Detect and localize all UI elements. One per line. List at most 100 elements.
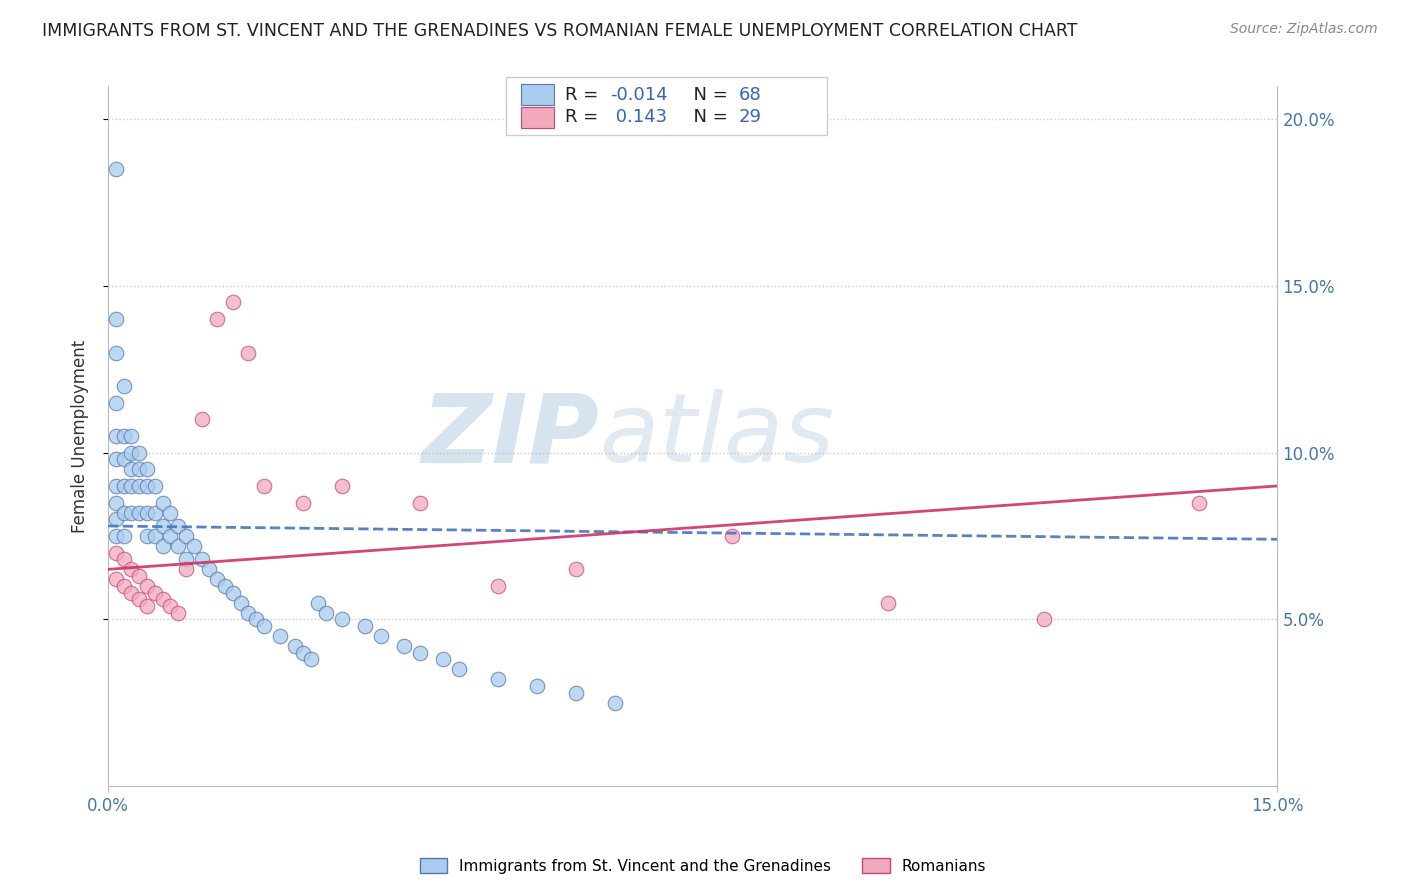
Point bbox=[222, 585, 245, 599]
Point bbox=[291, 646, 314, 660]
Point bbox=[214, 579, 236, 593]
Point bbox=[167, 606, 190, 620]
Point bbox=[112, 479, 135, 493]
Point bbox=[152, 592, 174, 607]
Point bbox=[104, 395, 127, 409]
Point bbox=[299, 652, 322, 666]
Point bbox=[183, 539, 205, 553]
Point bbox=[120, 506, 142, 520]
Point bbox=[330, 479, 353, 493]
Point bbox=[564, 686, 586, 700]
Point bbox=[315, 606, 337, 620]
Point bbox=[128, 592, 150, 607]
Point bbox=[159, 599, 181, 613]
Point bbox=[308, 596, 330, 610]
Point bbox=[104, 452, 127, 467]
Point bbox=[152, 495, 174, 509]
Point bbox=[104, 546, 127, 560]
Text: R =: R = bbox=[565, 86, 605, 103]
Point bbox=[603, 696, 626, 710]
Point bbox=[159, 529, 181, 543]
Text: 0.143: 0.143 bbox=[610, 108, 666, 126]
Point bbox=[112, 379, 135, 393]
Point bbox=[198, 562, 221, 576]
Point bbox=[120, 429, 142, 443]
Point bbox=[291, 495, 314, 509]
Text: 68: 68 bbox=[738, 86, 761, 103]
Point bbox=[238, 345, 260, 359]
Point bbox=[190, 552, 212, 566]
FancyBboxPatch shape bbox=[506, 78, 827, 135]
Point bbox=[159, 506, 181, 520]
Text: N =: N = bbox=[682, 108, 734, 126]
Point bbox=[167, 519, 190, 533]
Point bbox=[284, 639, 307, 653]
Point bbox=[136, 479, 159, 493]
Point bbox=[720, 529, 742, 543]
Point bbox=[152, 539, 174, 553]
Text: IMMIGRANTS FROM ST. VINCENT AND THE GRENADINES VS ROMANIAN FEMALE UNEMPLOYMENT C: IMMIGRANTS FROM ST. VINCENT AND THE GREN… bbox=[42, 22, 1077, 40]
Point bbox=[120, 585, 142, 599]
Bar bbox=[520, 85, 554, 105]
Point bbox=[104, 345, 127, 359]
Point bbox=[409, 495, 432, 509]
Point bbox=[167, 539, 190, 553]
Point bbox=[136, 529, 159, 543]
Point bbox=[205, 572, 228, 586]
Point bbox=[152, 519, 174, 533]
Point bbox=[205, 312, 228, 326]
Point bbox=[174, 529, 197, 543]
Point bbox=[1032, 612, 1054, 626]
Point bbox=[104, 512, 127, 526]
Point bbox=[120, 562, 142, 576]
Point bbox=[174, 552, 197, 566]
Point bbox=[253, 619, 276, 633]
Point bbox=[128, 445, 150, 459]
Point bbox=[104, 479, 127, 493]
Text: ZIP: ZIP bbox=[422, 390, 599, 483]
Point bbox=[432, 652, 454, 666]
Point bbox=[409, 646, 432, 660]
Point bbox=[486, 579, 509, 593]
Point bbox=[394, 639, 416, 653]
Point bbox=[253, 479, 276, 493]
Point bbox=[370, 629, 392, 643]
Point bbox=[229, 596, 252, 610]
Point bbox=[143, 529, 166, 543]
Text: Source: ZipAtlas.com: Source: ZipAtlas.com bbox=[1230, 22, 1378, 37]
Point bbox=[269, 629, 291, 643]
Point bbox=[1188, 495, 1211, 509]
Text: -0.014: -0.014 bbox=[610, 86, 668, 103]
Point bbox=[112, 579, 135, 593]
Point bbox=[330, 612, 353, 626]
Point bbox=[190, 412, 212, 426]
Text: 29: 29 bbox=[738, 108, 761, 126]
Point bbox=[104, 529, 127, 543]
Point bbox=[564, 562, 586, 576]
Point bbox=[136, 462, 159, 476]
Point bbox=[876, 596, 898, 610]
Point bbox=[526, 679, 548, 693]
Point bbox=[112, 429, 135, 443]
Point bbox=[120, 445, 142, 459]
Point bbox=[104, 429, 127, 443]
Point bbox=[128, 479, 150, 493]
Point bbox=[136, 599, 159, 613]
Point bbox=[104, 495, 127, 509]
Point bbox=[222, 295, 245, 310]
Point bbox=[112, 452, 135, 467]
Point bbox=[354, 619, 377, 633]
Point bbox=[128, 462, 150, 476]
Point bbox=[136, 506, 159, 520]
Point bbox=[238, 606, 260, 620]
Point bbox=[112, 529, 135, 543]
Point bbox=[104, 162, 127, 177]
Text: N =: N = bbox=[682, 86, 734, 103]
Y-axis label: Female Unemployment: Female Unemployment bbox=[72, 339, 89, 533]
Point bbox=[174, 562, 197, 576]
Point bbox=[112, 506, 135, 520]
Bar bbox=[520, 106, 554, 128]
Point bbox=[128, 569, 150, 583]
Point bbox=[143, 506, 166, 520]
Point bbox=[120, 479, 142, 493]
